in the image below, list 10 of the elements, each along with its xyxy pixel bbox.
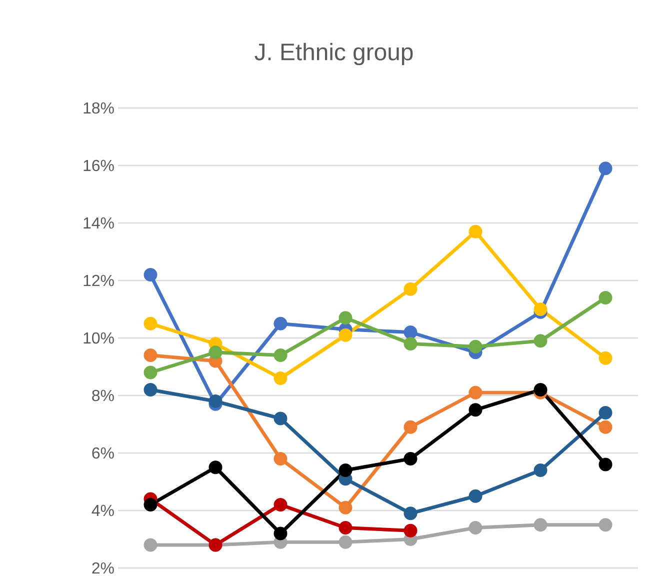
y-tick-label: 4%	[92, 504, 114, 516]
y-tick-label: 8%	[92, 390, 114, 402]
y-tick-label: 14%	[84, 217, 114, 229]
y-tick-label: 6%	[92, 447, 114, 459]
y-tick-label: 18%	[84, 102, 114, 114]
y-tick-label: 12%	[84, 274, 114, 286]
y-tick-label: 10%	[84, 332, 114, 344]
chart-title: J. Ethnic group	[254, 42, 413, 66]
y-tick-label: 16%	[84, 160, 114, 172]
y-tick-label: 2%	[92, 562, 114, 574]
